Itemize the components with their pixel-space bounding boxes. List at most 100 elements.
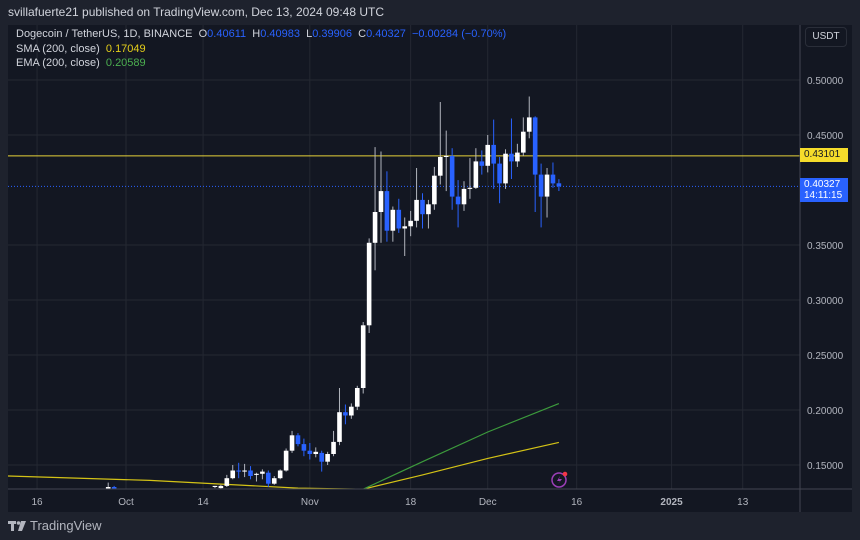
- candle: [360, 322, 366, 394]
- candle: [331, 430, 336, 457]
- grid: [8, 25, 800, 489]
- candle-body: [236, 470, 241, 472]
- candle-body: [509, 153, 514, 162]
- candle-body: [538, 174, 544, 197]
- plot-area: [8, 96, 800, 489]
- candle-body: [360, 325, 366, 388]
- candle: [301, 438, 307, 457]
- candle-body: [224, 478, 230, 486]
- ohlc-legend: Dogecoin / TetherUS, 1D, BINANCE O0.4061…: [16, 28, 506, 40]
- candle-body: [426, 204, 431, 215]
- time-tick-label: 16: [31, 497, 43, 508]
- symbol-title[interactable]: Dogecoin / TetherUS, 1D, BINANCE: [16, 28, 193, 40]
- candle: [289, 430, 295, 453]
- chart-panel[interactable]: [8, 25, 852, 512]
- candle: [556, 179, 562, 192]
- candle: [526, 96, 532, 139]
- candle: [538, 163, 544, 228]
- ema-value: 0.20589: [105, 57, 146, 69]
- price-axis[interactable]: 0.50000 0.45000 0.35000 0.30000 0.25000 0.200…: [807, 76, 844, 472]
- candle: [271, 476, 277, 485]
- candle-body: [378, 191, 384, 212]
- open-value: 0.40611: [207, 28, 247, 40]
- candle-body: [295, 435, 301, 445]
- candle: [212, 485, 218, 489]
- sma-legend[interactable]: SMA (200, close) 0.17049: [16, 43, 146, 55]
- low-label: L: [306, 28, 313, 40]
- candle: [295, 433, 301, 447]
- candle: [349, 403, 354, 419]
- candle: [550, 162, 556, 188]
- candle-body: [420, 199, 425, 215]
- candle: [372, 147, 378, 271]
- candle: [105, 482, 111, 489]
- close-value: 0.40327: [366, 28, 406, 40]
- time-tick-label: Oct: [118, 497, 134, 508]
- candle-body: [384, 191, 390, 231]
- candle: [485, 135, 491, 173]
- candle-body: [366, 242, 372, 326]
- candle-body: [521, 131, 526, 153]
- brand-name: TradingView: [30, 518, 102, 533]
- candle-body: [497, 163, 502, 184]
- candle: [111, 485, 117, 489]
- candle: [260, 469, 265, 480]
- candle-body: [408, 220, 413, 227]
- candle-body: [467, 187, 473, 189]
- lightning-alert-icon[interactable]: [551, 471, 568, 488]
- candle-body: [526, 117, 532, 132]
- candle-body: [349, 406, 354, 416]
- candle: [343, 404, 348, 425]
- ema-legend[interactable]: EMA (200, close) 0.20589: [16, 57, 146, 69]
- price-tick-label: 0.35000: [807, 241, 844, 252]
- candle-body: [479, 161, 485, 166]
- candle-body: [248, 470, 253, 476]
- price-tick-label: 0.15000: [807, 461, 844, 472]
- price-tick-label: 0.45000: [807, 131, 844, 142]
- candle-body: [283, 450, 289, 471]
- sma-label: SMA (200, close): [16, 43, 100, 55]
- candle: [491, 119, 496, 189]
- last-price: 0.40327: [804, 179, 841, 190]
- candle: [437, 102, 443, 185]
- candle-body: [396, 209, 402, 229]
- time-tick-label: 16: [571, 497, 583, 508]
- candle: [354, 385, 360, 410]
- high-label: H: [252, 28, 261, 40]
- time-tick-label: 14: [198, 497, 210, 508]
- candle: [503, 149, 508, 189]
- candle: [402, 217, 408, 256]
- candle: [266, 470, 271, 487]
- candle: [467, 158, 473, 199]
- currency-button[interactable]: USDT: [805, 27, 847, 47]
- time-axis[interactable]: 16 Oct 14 Nov 18 Dec 16 2025 13: [31, 497, 748, 508]
- time-tick-label: Dec: [479, 497, 497, 508]
- candle: [509, 118, 514, 179]
- candle-body: [301, 444, 307, 451]
- bar-countdown: 14:11:15: [804, 190, 843, 201]
- time-tick-label: 2025: [660, 497, 683, 508]
- candle-body: [105, 487, 111, 489]
- candle-body: [337, 412, 342, 442]
- candle-body: [111, 487, 117, 489]
- candle: [224, 474, 230, 487]
- candle-body: [550, 174, 556, 184]
- tradingview-attribution[interactable]: TradingView: [8, 518, 102, 533]
- candle-body: [544, 174, 550, 197]
- candle-body: [230, 470, 236, 479]
- candle-body: [491, 144, 496, 164]
- candle-body: [307, 450, 313, 454]
- candle-body: [313, 451, 319, 454]
- price-tick-label: 0.20000: [807, 406, 844, 417]
- ema-label: EMA (200, close): [16, 57, 100, 69]
- price-tick-label: 0.25000: [807, 351, 844, 362]
- candle-body: [277, 470, 283, 479]
- candle: [420, 193, 425, 229]
- candle: [248, 466, 253, 480]
- candle: [236, 462, 241, 479]
- candle-body: [455, 196, 461, 205]
- horizontal-line-price-tag: 0.43101: [800, 148, 848, 162]
- sma-line: [8, 441, 560, 489]
- high-value: 0.40983: [260, 28, 300, 40]
